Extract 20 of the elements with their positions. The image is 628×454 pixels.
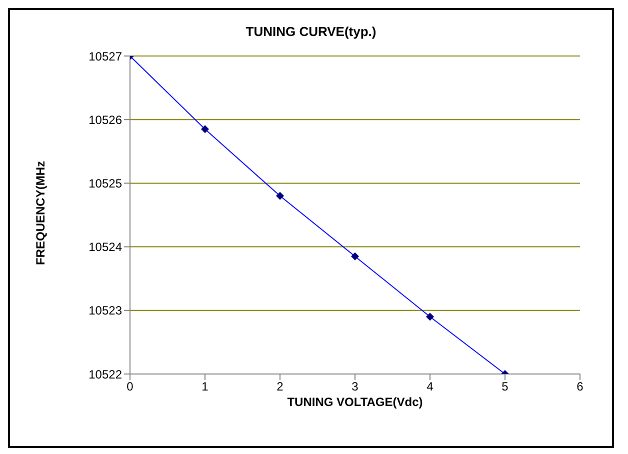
x-tick-label: 5	[502, 380, 509, 394]
y-tick-label: 10524	[88, 240, 122, 254]
y-axis-title: FREQUENCY(MHz	[33, 161, 48, 265]
point	[201, 125, 209, 134]
y-tick-label: 10522	[88, 367, 122, 382]
point	[426, 312, 434, 321]
y-tick-label: 10526	[88, 112, 122, 127]
x-tick-label: 2	[276, 380, 284, 394]
y-tick-label: 10523	[88, 304, 122, 318]
x-tick-label: 3	[352, 380, 359, 394]
x-axis-title: TUNING VOLTAGE(Vdc)	[287, 395, 423, 409]
x-tick-label: 0	[126, 380, 134, 394]
point	[351, 252, 359, 260]
chart-title: TUNING CURVE(typ.)	[244, 24, 378, 39]
x-tick-label: 4	[426, 380, 434, 394]
x-tick-label: 6	[576, 380, 584, 394]
y-tick-label: 10527	[88, 49, 122, 64]
point	[276, 192, 284, 200]
y-tick-label: 10525	[88, 176, 122, 190]
x-tick-label: 1	[202, 380, 209, 394]
